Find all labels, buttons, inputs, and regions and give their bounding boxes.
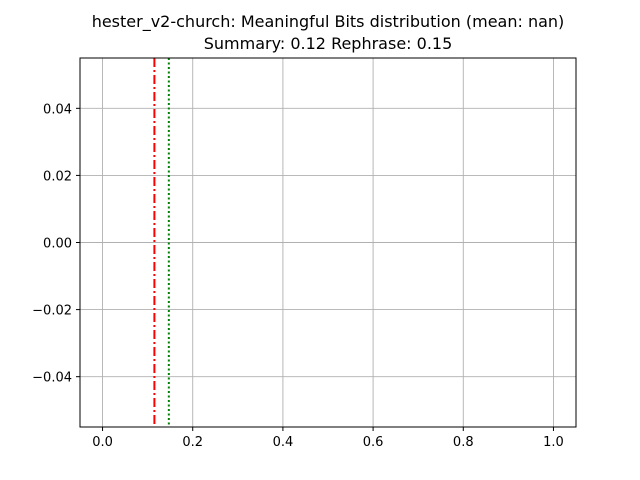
- y-tick-label: −0.04: [32, 371, 72, 386]
- grid: [80, 58, 576, 427]
- chart-subtitle: Summary: 0.12 Rephrase: 0.15: [204, 34, 453, 53]
- x-tick-label: 0.6: [363, 435, 384, 450]
- x-tick-label: 0.8: [453, 435, 474, 450]
- y-tick-label: 0.04: [43, 102, 72, 117]
- x-tick-label: 0.2: [182, 435, 203, 450]
- axis-ticks: 0.0 0.2 0.4 0.6 0.8 1.0 0.04 0.02 0.00 −0.02 −0.04: [32, 102, 564, 450]
- y-tick-label: 0.00: [43, 237, 72, 252]
- x-tick-label: 0.4: [273, 435, 294, 450]
- x-tick-label: 0.0: [92, 435, 113, 450]
- chart-title: hester_v2-church: Meaningful Bits distri…: [92, 12, 565, 32]
- x-tick-label: 1.0: [543, 435, 564, 450]
- y-tick-label: −0.02: [32, 304, 72, 319]
- y-tick-label: 0.02: [43, 169, 72, 184]
- reference-lines: [153, 58, 170, 427]
